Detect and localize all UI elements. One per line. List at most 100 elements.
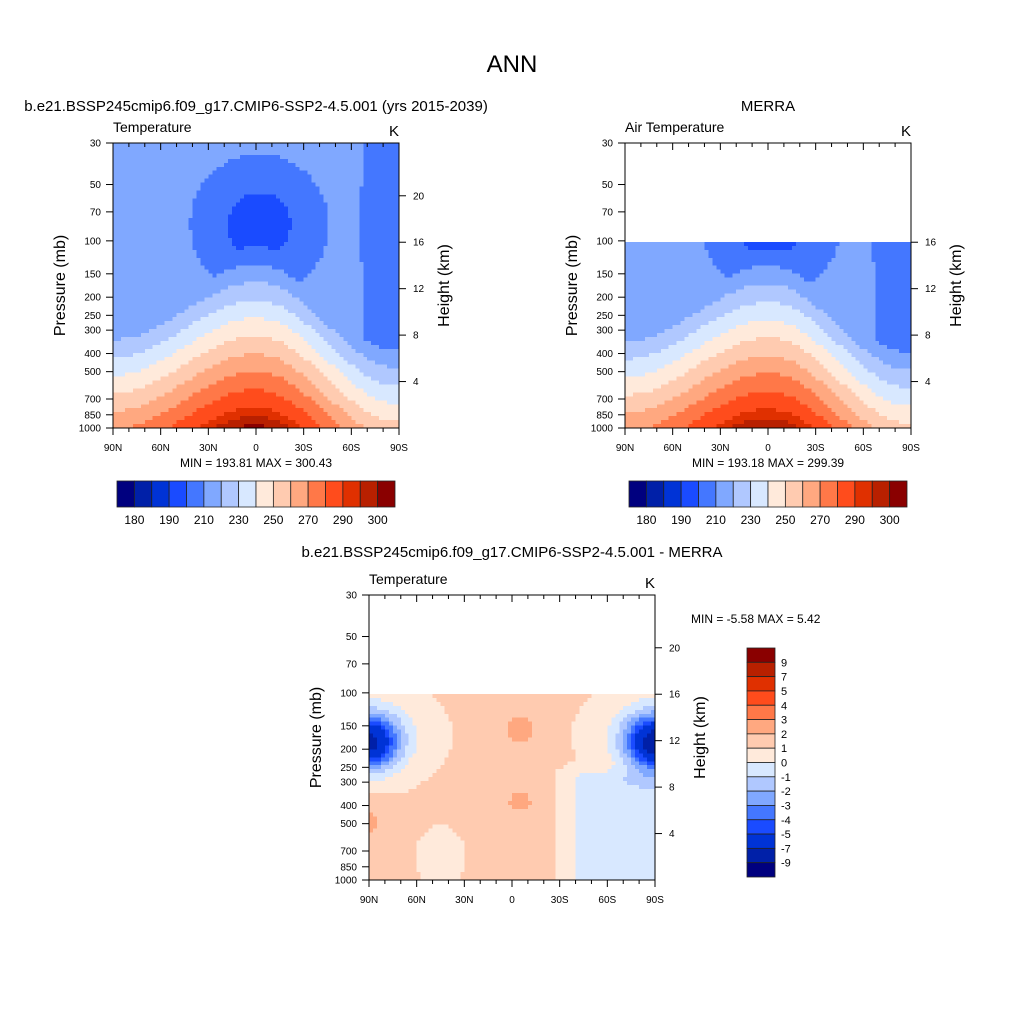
contour-cell xyxy=(196,384,201,390)
contour-cell xyxy=(140,305,146,310)
contour-cell xyxy=(263,226,269,231)
contour-cell xyxy=(295,226,301,231)
contour-cell xyxy=(128,150,134,156)
contour-cell xyxy=(391,269,396,275)
contour-cell xyxy=(279,190,285,196)
contour-cell xyxy=(343,364,348,370)
contour-cell xyxy=(164,340,170,346)
contour-cell xyxy=(363,372,368,378)
contour-cell xyxy=(379,388,384,393)
contour-cell xyxy=(275,218,281,223)
contour-cell xyxy=(128,154,134,160)
contour-cell xyxy=(327,360,333,366)
contour-cell xyxy=(287,289,293,295)
contour-cell xyxy=(256,340,261,346)
contour-cell xyxy=(184,226,190,231)
contour-cell xyxy=(204,253,209,259)
contour-cell xyxy=(331,340,337,346)
contour-cell xyxy=(228,364,233,370)
contour-cell xyxy=(319,313,325,318)
contour-cell xyxy=(351,234,356,239)
contour-cell xyxy=(116,146,122,152)
contour-cell xyxy=(113,412,118,417)
contour-cell xyxy=(295,261,301,267)
contour-cell xyxy=(363,321,368,326)
contour-cell xyxy=(371,297,376,302)
contour-cell xyxy=(200,329,205,334)
contour-cell xyxy=(383,408,388,413)
contour-cell xyxy=(315,384,321,390)
contour-cell xyxy=(244,333,249,338)
contour-cell xyxy=(307,325,313,330)
contour-cell xyxy=(188,313,194,318)
contour-cell xyxy=(124,249,130,255)
contour-cell xyxy=(395,226,400,231)
contour-cell xyxy=(196,170,201,176)
contour-cell xyxy=(303,202,309,207)
contour-cell xyxy=(379,158,384,164)
contour-cell xyxy=(176,222,182,227)
contour-cell xyxy=(220,265,225,271)
contour-cell xyxy=(252,257,257,263)
contour-cell xyxy=(311,166,317,172)
contour-cell xyxy=(232,408,237,413)
contour-cell xyxy=(240,408,245,413)
contour-cell xyxy=(228,396,233,401)
contour-cell xyxy=(128,348,134,354)
contour-cell xyxy=(283,408,289,413)
contour-cell xyxy=(113,170,118,176)
contour-cell xyxy=(355,412,360,417)
contour-cell xyxy=(188,368,194,374)
contour-cell xyxy=(343,404,348,409)
contour-cell xyxy=(355,372,360,378)
contour-cell xyxy=(339,234,344,239)
contour-cell xyxy=(224,241,229,247)
contour-cell xyxy=(176,356,182,362)
contour-cell xyxy=(339,281,344,287)
contour-cell xyxy=(291,305,297,310)
contour-cell xyxy=(259,166,265,172)
contour-cell xyxy=(343,360,348,366)
contour-cell xyxy=(232,230,237,235)
contour-cell xyxy=(335,206,341,211)
contour-cell xyxy=(375,281,380,287)
contour-cell xyxy=(120,400,126,405)
contour-cell xyxy=(132,364,138,370)
contour-cell xyxy=(128,297,134,302)
contour-cell xyxy=(363,186,368,192)
contour-cell xyxy=(200,273,205,279)
contour-cell xyxy=(236,372,241,378)
contour-cell xyxy=(319,285,325,291)
contour-cell xyxy=(128,269,134,275)
contour-cell xyxy=(299,162,305,168)
contour-cell xyxy=(291,150,297,156)
contour-cell xyxy=(271,265,277,271)
contour-cell xyxy=(331,325,337,330)
contour-cell xyxy=(299,182,305,188)
contour-cell xyxy=(379,384,384,390)
contour-cell xyxy=(307,392,313,397)
contour-cell xyxy=(259,150,265,156)
contour-cell xyxy=(212,396,217,401)
contour-cell xyxy=(188,400,194,405)
contour-cell xyxy=(160,190,166,196)
contour-cell xyxy=(315,202,321,207)
contour-cell xyxy=(311,384,317,390)
contour-cell xyxy=(192,241,198,247)
contour-cell xyxy=(295,202,301,207)
contour-cell xyxy=(148,340,154,346)
contour-cell xyxy=(327,198,333,203)
contour-cell xyxy=(267,170,273,176)
contour-cell xyxy=(248,154,253,160)
contour-cell xyxy=(323,210,329,215)
contour-cell xyxy=(200,265,205,271)
contour-cell xyxy=(172,305,178,310)
contour-cell xyxy=(244,281,249,287)
contour-cell xyxy=(152,190,158,196)
contour-cell xyxy=(244,182,249,188)
contour-cell xyxy=(232,309,237,314)
contour-cell xyxy=(283,368,289,374)
contour-cell xyxy=(132,317,138,322)
contour-cell xyxy=(335,198,341,203)
contour-cell xyxy=(240,384,245,390)
